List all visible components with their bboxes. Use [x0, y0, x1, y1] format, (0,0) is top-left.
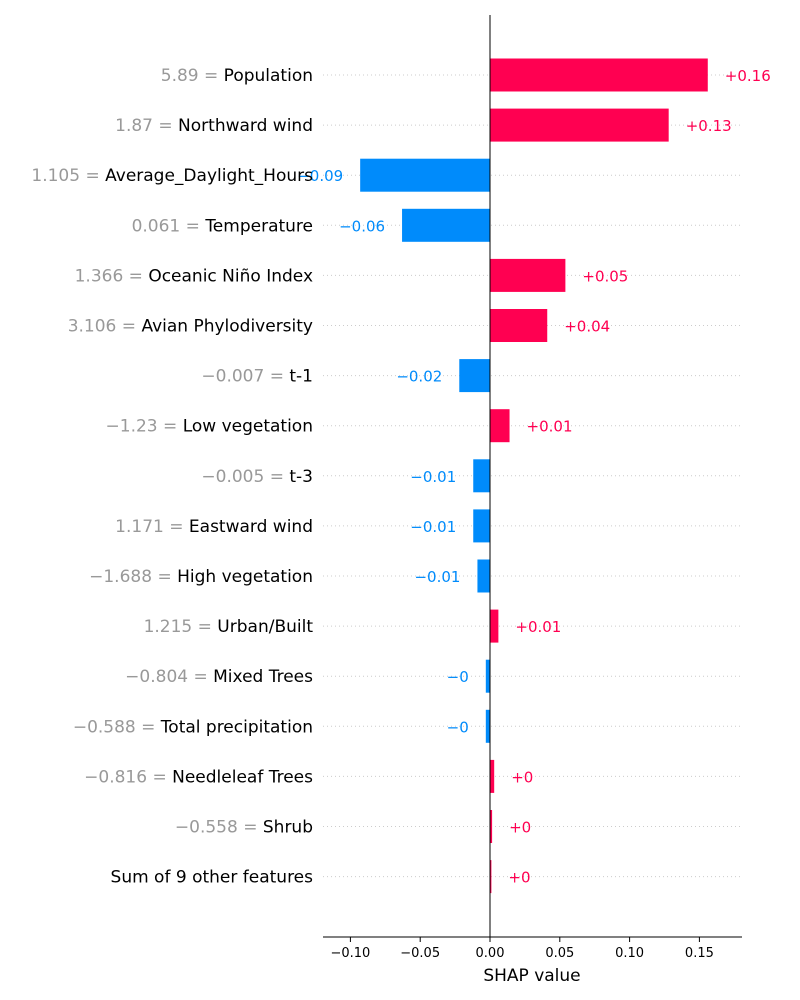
feature-value: 5.89 =	[161, 66, 224, 86]
shap-bar	[490, 759, 495, 793]
feature-name: High vegetation	[177, 567, 313, 587]
x-tick-label: 0.00	[476, 946, 505, 961]
shap-bar	[490, 108, 669, 142]
feature-value: −0.558 =	[175, 818, 263, 838]
shap-bar	[473, 509, 490, 543]
x-tick-label: −0.05	[400, 946, 440, 961]
shap-bar	[485, 659, 490, 693]
feature-name: Temperature	[204, 216, 313, 236]
feature-name: Needleleaf Trees	[172, 767, 313, 787]
feature-label: 1.366 = Oceanic Niño Index	[75, 266, 313, 286]
feature-value: 1.215 =	[144, 617, 218, 637]
bar-value-label: −0.01	[410, 518, 456, 536]
x-tick-label: −0.10	[330, 946, 370, 961]
feature-name: Average_Daylight_Hours	[105, 166, 313, 186]
feature-label: −0.005 = t-3	[201, 467, 313, 487]
feature-name: Eastward wind	[189, 517, 313, 537]
feature-value: −0.804 =	[125, 667, 213, 687]
bar-value-label: −0	[447, 668, 469, 686]
feature-label: 1.171 = Eastward wind	[115, 517, 313, 537]
feature-labels: +0.16 5.89 = Population +0.13 1.87 = Northw…	[31, 66, 770, 888]
shap-bar	[402, 208, 490, 242]
shap-bar	[360, 158, 490, 192]
feature-label: 0.061 = Temperature	[132, 216, 313, 236]
shap-bar	[490, 810, 493, 843]
feature-value: 1.171 =	[115, 517, 189, 537]
feature-name: Sum of 9 other features	[111, 868, 314, 888]
feature-name: Oceanic Niño Index	[148, 266, 313, 286]
bar-value-label: +0	[508, 869, 530, 887]
feature-name: Total precipitation	[160, 717, 313, 737]
feature-name: t-3	[289, 467, 313, 487]
bar-value-label: +0	[511, 768, 533, 786]
feature-name: t-1	[289, 367, 313, 387]
bar-value-label: −0	[447, 718, 469, 736]
bar-value-label: +0.13	[686, 117, 732, 135]
shap-bar	[490, 860, 492, 894]
x-tick-label: 0.05	[545, 946, 574, 961]
feature-label: 3.106 = Avian Phylodiversity	[68, 317, 313, 337]
bar-value-label: −0.09	[297, 167, 343, 185]
shap-bar	[473, 459, 490, 493]
shap-bar	[459, 359, 490, 393]
x-tick-label: 0.15	[685, 946, 714, 961]
bar-value-label: +0.04	[564, 318, 610, 336]
bar-value-label: −0.01	[410, 468, 456, 486]
feature-label: −0.804 = Mixed Trees	[125, 667, 313, 687]
shap-bar	[490, 258, 566, 292]
bar-value-label: +0.16	[725, 67, 771, 85]
feature-label: −1.688 = High vegetation	[89, 567, 313, 587]
x-axis: −0.10 −0.05 0.00 0.05 0.10 0.15	[323, 936, 742, 961]
bar-value-label: −0.06	[339, 217, 385, 235]
feature-label: 1.87 = Northward wind	[115, 116, 313, 136]
feature-label: −0.007 = t-1	[201, 367, 313, 387]
shap-bar	[490, 409, 510, 443]
feature-name: Urban/Built	[217, 617, 313, 637]
bar-value-label: +0.01	[515, 618, 561, 636]
feature-label: −0.816 = Needleleaf Trees	[84, 767, 313, 787]
feature-label: 1.105 = Average_Daylight_Hours	[31, 166, 313, 186]
x-axis-title: SHAP value	[483, 966, 580, 986]
shap-bar	[490, 609, 499, 643]
feature-name: Avian Phylodiversity	[141, 317, 313, 337]
feature-label: −1.23 = Low vegetation	[106, 417, 313, 437]
feature-value: −0.005 =	[201, 467, 289, 487]
feature-name: Shrub	[263, 818, 313, 838]
bar-value-label: +0	[509, 819, 531, 837]
feature-value: 3.106 =	[68, 317, 142, 337]
feature-value: −0.007 =	[201, 367, 289, 387]
x-tick-label: 0.10	[615, 946, 644, 961]
feature-value: 1.366 =	[75, 266, 149, 286]
shap-bar	[477, 559, 490, 593]
feature-value: 0.061 =	[132, 216, 206, 236]
feature-name: Population	[224, 66, 313, 86]
bar-value-label: −0.02	[396, 368, 442, 386]
feature-value: −1.23 =	[106, 417, 183, 437]
feature-label: 1.215 = Urban/Built	[144, 617, 314, 637]
feature-value: 1.87 =	[115, 116, 178, 136]
feature-value: −0.588 =	[73, 717, 161, 737]
bar-value-label: −0.01	[414, 568, 460, 586]
feature-name: Mixed Trees	[213, 667, 313, 687]
feature-label: Sum of 9 other features	[111, 868, 314, 888]
feature-value: −0.816 =	[84, 767, 172, 787]
feature-name: Low vegetation	[183, 417, 313, 437]
row-gridlines	[323, 74, 742, 878]
shap-bar	[490, 58, 708, 92]
shap-bar	[485, 709, 490, 743]
shap-bar	[490, 309, 548, 342]
feature-value: −1.688 =	[89, 567, 177, 587]
feature-label: −0.558 = Shrub	[175, 818, 313, 838]
bar-value-label: +0.05	[582, 267, 628, 285]
feature-value: 1.105 =	[31, 166, 105, 186]
bars	[360, 58, 708, 894]
feature-label: −0.588 = Total precipitation	[73, 717, 313, 737]
bar-value-label: +0.01	[527, 418, 573, 436]
feature-label: 5.89 = Population	[161, 66, 313, 86]
feature-name: Northward wind	[178, 116, 313, 136]
